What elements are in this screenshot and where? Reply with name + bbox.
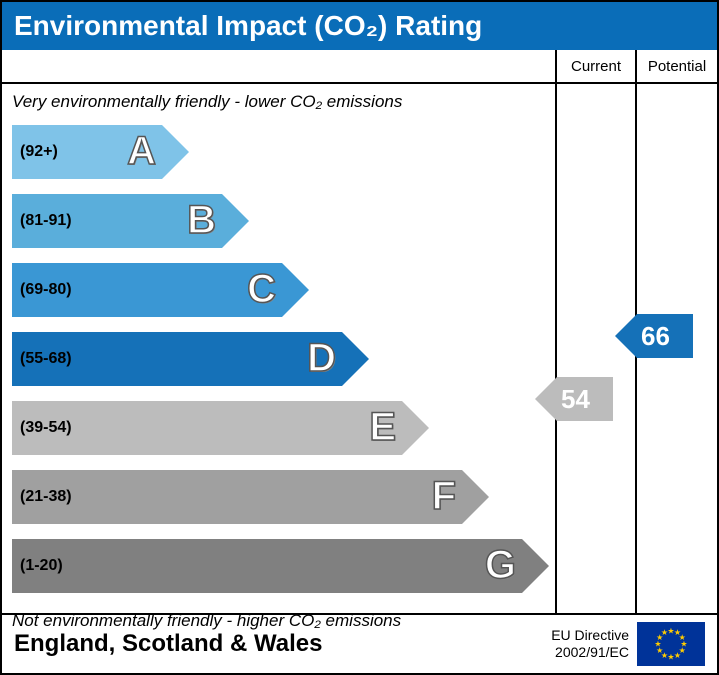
current-header: Current xyxy=(557,50,635,84)
marker-potential: 66 xyxy=(615,314,649,358)
eu-flag-icon: ★★★★★★★★★★★★ xyxy=(637,622,705,666)
chart-main: Very environmentally friendly - lower CO… xyxy=(2,50,717,615)
band-range: (55-68) xyxy=(12,350,72,368)
band-row-c: (69-80) C xyxy=(12,258,545,321)
footer-directive: EU Directive 2002/91/EC xyxy=(551,627,629,661)
eu-star-icon: ★ xyxy=(661,628,668,637)
marker-value: 54 xyxy=(557,377,613,421)
band-letter: C xyxy=(247,267,276,312)
band-letter: A xyxy=(127,129,156,174)
band-bar-g: (1-20) G xyxy=(12,539,522,593)
chart-body: Very environmentally friendly - lower CO… xyxy=(2,84,555,613)
eu-star-icon: ★ xyxy=(667,653,674,662)
band-range: (81-91) xyxy=(12,212,72,230)
footer-right: EU Directive 2002/91/EC ★★★★★★★★★★★★ xyxy=(551,622,705,666)
directive-line2: 2002/91/EC xyxy=(555,644,629,660)
band-bar-a: (92+) A xyxy=(12,125,162,179)
band-range: (39-54) xyxy=(12,419,72,437)
band-row-d: (55-68) D xyxy=(12,327,545,390)
potential-column: Potential 66 xyxy=(637,50,717,613)
eu-star-icon: ★ xyxy=(674,651,681,660)
band-bar-d: (55-68) D xyxy=(12,332,342,386)
caption-bottom: Not environmentally friendly - higher CO… xyxy=(12,609,545,633)
epc-rating-chart: Environmental Impact (CO₂) Rating Very e… xyxy=(0,0,719,675)
footer-region: England, Scotland & Wales xyxy=(14,630,322,658)
band-letter: B xyxy=(187,198,216,243)
band-row-a: (92+) A xyxy=(12,120,545,183)
band-range: (21-38) xyxy=(12,488,72,506)
band-row-f: (21-38) F xyxy=(12,465,545,528)
chart-title: Environmental Impact (CO₂) Rating xyxy=(2,2,717,50)
band-bar-c: (69-80) C xyxy=(12,263,282,317)
band-letter: F xyxy=(432,474,456,519)
potential-body: 66 xyxy=(637,84,717,613)
directive-line1: EU Directive xyxy=(551,627,629,643)
bars-area: (92+) A (81-91) B (69-80) C (55-68) D (39-54) E (2… xyxy=(12,114,545,609)
band-row-b: (81-91) B xyxy=(12,189,545,252)
potential-header: Potential xyxy=(637,50,717,84)
band-row-g: (1-20) G xyxy=(12,534,545,597)
band-bar-f: (21-38) F xyxy=(12,470,462,524)
marker-current: 54 xyxy=(535,377,569,421)
band-bar-e: (39-54) E xyxy=(12,401,402,455)
bands-header-blank xyxy=(2,50,555,84)
band-row-e: (39-54) E xyxy=(12,396,545,459)
band-range: (1-20) xyxy=(12,557,63,575)
band-letter: D xyxy=(307,336,336,381)
bands-column: Very environmentally friendly - lower CO… xyxy=(2,50,557,613)
band-bar-b: (81-91) B xyxy=(12,194,222,248)
band-letter: E xyxy=(369,405,396,450)
band-range: (69-80) xyxy=(12,281,72,299)
caption-top: Very environmentally friendly - lower CO… xyxy=(12,90,545,114)
marker-value: 66 xyxy=(637,314,693,358)
band-range: (92+) xyxy=(12,143,58,161)
band-letter: G xyxy=(485,543,516,588)
